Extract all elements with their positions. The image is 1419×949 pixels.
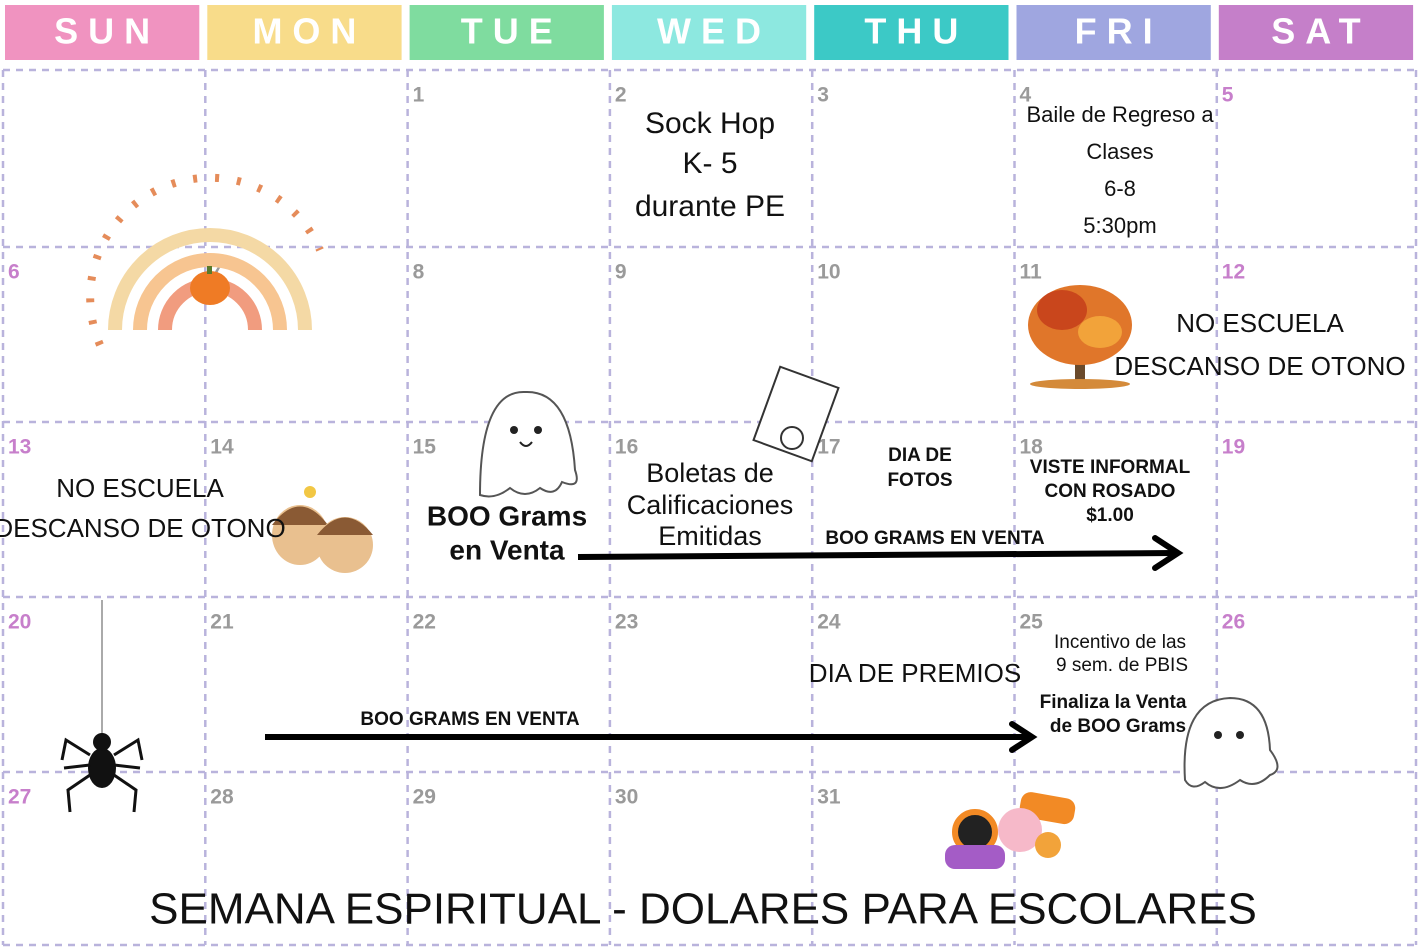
day-number: 27 — [8, 786, 31, 809]
acorns-illustration — [272, 486, 373, 573]
day-number: 4 — [1020, 84, 1032, 107]
tree-illustration — [1028, 285, 1132, 389]
event-line: Emitidas — [658, 521, 762, 551]
event-line: DIA DE PREMIOS — [809, 658, 1021, 688]
day-number: 3 — [817, 84, 829, 107]
day-number: 19 — [1222, 436, 1245, 459]
day-number: 18 — [1020, 436, 1044, 459]
day-number: 2 — [615, 84, 627, 107]
header-row: SUN MON TUE WED THU FRI SAT — [5, 5, 1414, 60]
event-line: Incentivo de las — [1054, 632, 1186, 653]
day-number: 11 — [1020, 261, 1043, 284]
header-day: SAT — [1271, 11, 1370, 52]
header-cell — [5, 5, 200, 60]
spider-illustration — [60, 600, 144, 813]
event-line: 6-8 — [1104, 176, 1136, 201]
rainbow-illustration — [86, 173, 324, 347]
day-number: 28 — [210, 786, 234, 809]
event-line: FOTOS — [887, 470, 952, 491]
event-line: Baile de Regreso a — [1026, 102, 1214, 127]
header-day: THU — [864, 11, 968, 52]
day-number: 26 — [1222, 611, 1245, 634]
event-line: Finaliza la Venta — [1040, 692, 1187, 713]
header-day: FRI — [1075, 11, 1163, 52]
header-cell — [1218, 5, 1414, 60]
event-line: Boletas de — [646, 458, 774, 488]
event-line: $1.00 — [1086, 505, 1134, 526]
event: BOO Grams en Venta — [427, 500, 587, 565]
header-day: WED — [657, 11, 771, 52]
event-line: Calificaciones — [627, 490, 794, 520]
event: Finaliza la Venta de BOO Grams — [1040, 692, 1187, 737]
event-line: de BOO Grams — [1050, 716, 1186, 737]
event-line: CON ROSADO — [1045, 481, 1176, 502]
day-number: 5 — [1222, 84, 1234, 107]
header-cell — [814, 5, 1009, 60]
day-number: 29 — [413, 786, 436, 809]
event-line: K- 5 — [682, 147, 737, 180]
day-number: 13 — [8, 436, 31, 459]
event: Sock Hop K- 5 durante PE — [635, 107, 785, 223]
day-number: 22 — [413, 611, 436, 634]
ghost-illustration — [478, 390, 578, 498]
header-cell — [409, 5, 604, 60]
day-number: 16 — [615, 436, 638, 459]
footer-title: SEMANA ESPIRITUAL - DOLARES PARA ESCOLAR… — [149, 885, 1257, 934]
day-number: 8 — [413, 261, 425, 284]
header-day: TUE — [461, 11, 563, 52]
header-cell — [207, 5, 402, 60]
header-day: SUN — [54, 11, 160, 52]
event: Boletas de Calificaciones Emitidas — [627, 458, 794, 551]
day-number: 14 — [210, 436, 234, 459]
event-line: NO ESCUELA — [56, 473, 224, 503]
day-number: 17 — [817, 436, 840, 459]
arrow — [265, 721, 1038, 753]
day-number: 21 — [210, 611, 234, 634]
event-line: BOO Grams — [427, 500, 587, 531]
day-number: 20 — [8, 611, 31, 634]
event-line: DESCANSO DE OTONO — [0, 513, 286, 543]
day-number: 24 — [817, 611, 841, 634]
day-number: 12 — [1222, 261, 1245, 284]
event-line: NO ESCUELA — [1176, 308, 1344, 338]
day-number: 30 — [615, 786, 638, 809]
day-number: 25 — [1020, 611, 1044, 634]
event-line: 5:30pm — [1083, 213, 1156, 238]
day-numbers: 1234567891011121314151617181920212223242… — [8, 84, 1245, 809]
day-number: 23 — [615, 611, 638, 634]
day-number: 10 — [817, 261, 840, 284]
event: Baile de Regreso a Clases 6-8 5:30pm — [1026, 102, 1214, 238]
day-number: 1 — [413, 84, 425, 107]
header-day: MON — [252, 11, 366, 52]
day-number: 15 — [413, 436, 437, 459]
event-line: durante PE — [635, 190, 785, 223]
header-cell — [611, 5, 807, 60]
event: DIA DE FOTOS — [887, 445, 952, 491]
day-number: 6 — [8, 261, 20, 284]
event-line: DESCANSO DE OTONO — [1114, 351, 1405, 381]
candy-illustration — [945, 792, 1076, 869]
event-line: BOO GRAMS EN VENTA — [825, 528, 1044, 549]
event: VISTE INFORMAL CON ROSADO $1.00 — [1030, 457, 1191, 526]
day-number: 31 — [817, 786, 841, 809]
event-line: Sock Hop — [645, 107, 775, 140]
diploma-illustration — [752, 365, 840, 463]
day-number: 9 — [615, 261, 627, 284]
event-line: DIA DE — [888, 445, 952, 466]
arrow — [577, 535, 1184, 571]
event: NO ESCUELA DESCANSO DE OTONO — [0, 473, 286, 543]
header-cell — [1016, 5, 1211, 60]
event-line: BOO GRAMS EN VENTA — [360, 709, 579, 730]
event: NO ESCUELA DESCANSO DE OTONO — [1114, 308, 1405, 381]
grid — [1, 68, 1418, 947]
event-line: 9 sem. de PBIS — [1056, 655, 1188, 676]
event-line: Clases — [1086, 139, 1153, 164]
event: Incentivo de las 9 sem. de PBIS — [1054, 632, 1188, 676]
event-line: VISTE INFORMAL — [1030, 457, 1191, 478]
event-line: en Venta — [449, 534, 565, 565]
ghost-illustration — [1183, 696, 1279, 789]
